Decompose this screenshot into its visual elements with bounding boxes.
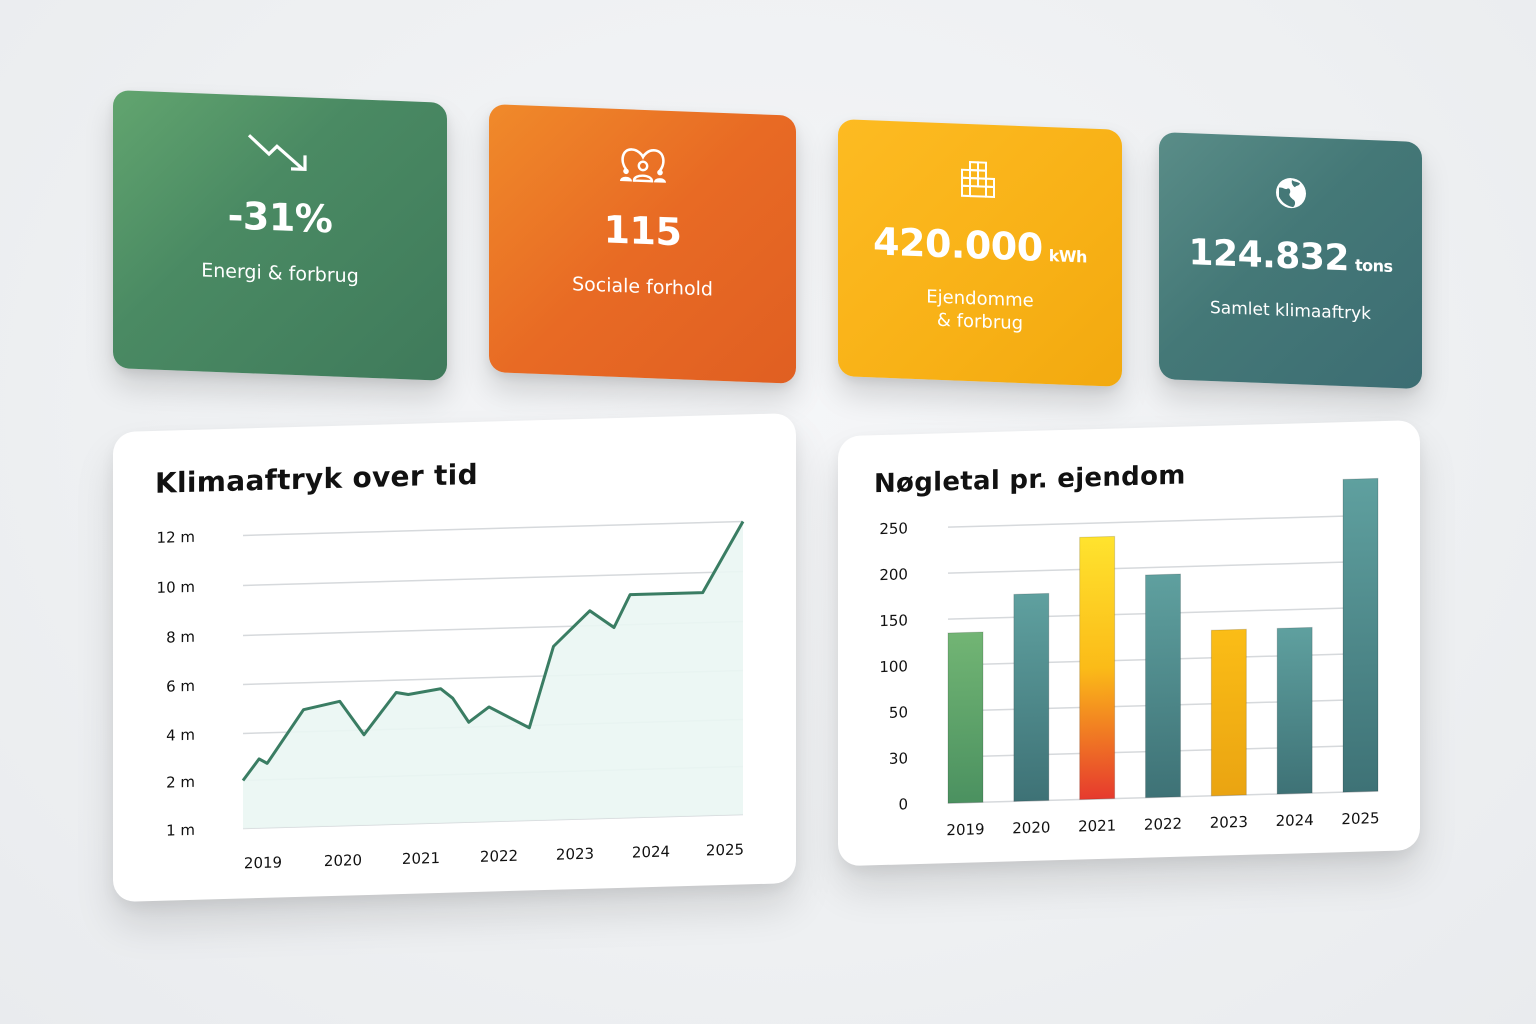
gridline (948, 514, 1378, 528)
x-tick-label: 2021 (1078, 816, 1116, 835)
kpi-label-line2: & forbrug (936, 309, 1024, 334)
globe-icon (1273, 168, 1309, 217)
kpi-value: 115 (603, 207, 682, 255)
x-tick-label: 2023 (1210, 813, 1248, 832)
y-tick-label: 50 (889, 703, 908, 722)
kpi-label: Samlet klimaaftryk (1210, 297, 1371, 325)
y-tick-label: 10 m (157, 578, 195, 597)
y-tick-label: 12 m (157, 528, 195, 547)
y-tick-label: 4 m (166, 726, 195, 745)
bar-2021 (1079, 535, 1116, 801)
y-tick-label: 0 (898, 795, 908, 813)
x-tick-label: 2021 (402, 849, 440, 868)
trend-down-icon (245, 127, 315, 178)
kpi-card-energy[interactable]: -31% Energi & forbrug (113, 90, 447, 381)
x-tick-label: 2022 (480, 847, 518, 866)
x-tick-label: 2025 (706, 840, 744, 859)
kpi-label: Ejendomme & forbrug (926, 286, 1033, 335)
bar-2024 (1276, 626, 1313, 795)
y-tick-label: 1 m (166, 821, 195, 840)
bar-2022 (1145, 573, 1181, 799)
kpi-label: Sociale forhold (572, 273, 713, 301)
bar-2019 (947, 631, 984, 804)
gridline (948, 560, 1378, 574)
x-tick-label: 2020 (324, 851, 362, 870)
x-tick-label: 2020 (1012, 818, 1050, 837)
y-tick-label: 8 m (166, 628, 195, 647)
kpi-value: 420.000 kWh (873, 219, 1087, 270)
x-tick-label: 2019 (244, 853, 282, 872)
y-tick-label: 30 (889, 749, 908, 768)
community-heart-icon (618, 141, 668, 191)
line-series (241, 520, 745, 782)
kpi-value: -31% (227, 193, 333, 242)
gridline (243, 570, 743, 587)
x-tick-label: 2024 (632, 843, 670, 862)
y-tick-label: 200 (879, 565, 908, 584)
y-tick-label: 2 m (166, 773, 195, 792)
kpi-card-climate[interactable]: 124.832 tons Samlet klimaaftryk (1159, 132, 1422, 390)
bar-2023 (1210, 628, 1247, 797)
kpi-value: 124.832 tons (1188, 232, 1393, 280)
kpi-card-social[interactable]: 115 Sociale forhold (489, 104, 796, 384)
x-tick-label: 2024 (1276, 811, 1314, 830)
area-fill (243, 521, 743, 829)
x-tick-label: 2023 (556, 845, 594, 864)
x-tick-label: 2022 (1144, 815, 1182, 834)
y-tick-label: 6 m (166, 677, 195, 696)
x-tick-label: 2025 (1341, 809, 1379, 828)
bar-chart: 0 30 50 100 150 200 250 2019 2020 2021 2022 2023 202… (879, 477, 1380, 839)
bar-chart-panel: Nøgletal pr. ejendom 0 30 50 100 150 200 250 20… (838, 420, 1420, 867)
kpi-unit: tons (1354, 255, 1393, 276)
x-tick-label: 2019 (946, 820, 984, 839)
bar-2025 (1342, 477, 1379, 793)
kpi-card-property[interactable]: 420.000 kWh Ejendomme & forbrug (838, 119, 1122, 387)
kpi-unit: kWh (1048, 246, 1087, 267)
y-tick-label: 150 (879, 611, 908, 630)
kpi-label: Energi & forbrug (201, 259, 359, 288)
line-chart: 1 m 2 m 4 m 6 m 8 m 10 m 12 m 2019 2020 2021 2022 2… (157, 520, 745, 872)
bar-2020 (1013, 592, 1050, 802)
y-tick-label: 100 (879, 657, 908, 676)
gridline (243, 520, 743, 537)
y-tick-label: 250 (879, 519, 908, 538)
building-icon (960, 156, 1000, 206)
